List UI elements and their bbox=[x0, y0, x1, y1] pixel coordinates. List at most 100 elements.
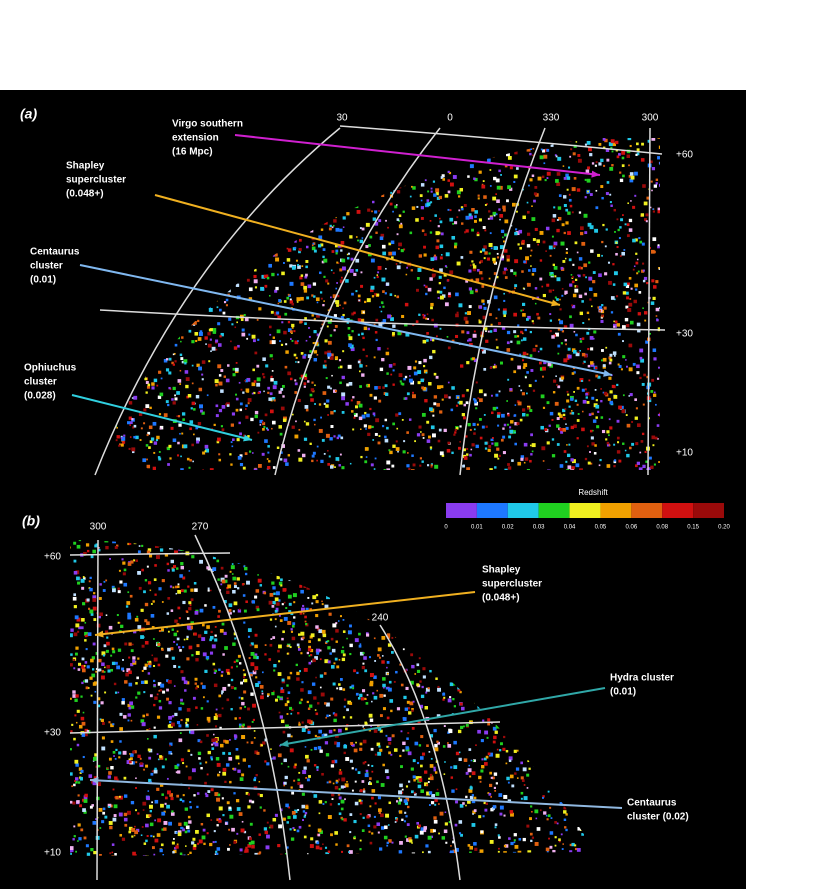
galaxy bbox=[477, 729, 481, 734]
galaxy bbox=[309, 442, 312, 445]
galaxy bbox=[565, 423, 567, 425]
galaxy bbox=[482, 815, 485, 818]
galaxy bbox=[581, 337, 585, 340]
galaxy bbox=[361, 689, 366, 693]
galaxy bbox=[532, 389, 536, 392]
galaxy bbox=[482, 302, 485, 306]
galaxy bbox=[524, 376, 527, 379]
galaxy bbox=[230, 441, 233, 444]
galaxy bbox=[129, 594, 133, 598]
galaxy bbox=[361, 227, 365, 231]
galaxy bbox=[519, 418, 523, 422]
galaxy bbox=[382, 290, 385, 293]
galaxy bbox=[103, 671, 106, 673]
galaxy bbox=[546, 441, 550, 445]
galaxy bbox=[527, 850, 532, 855]
galaxy bbox=[424, 706, 429, 710]
galaxy bbox=[561, 330, 565, 333]
galaxy bbox=[411, 726, 415, 730]
galaxy bbox=[197, 739, 201, 743]
galaxy bbox=[481, 425, 485, 429]
galaxy bbox=[226, 698, 230, 702]
galaxy bbox=[439, 295, 444, 300]
galaxy bbox=[269, 392, 273, 396]
galaxy bbox=[529, 152, 532, 156]
galaxy bbox=[331, 648, 336, 653]
galaxy bbox=[420, 206, 425, 210]
galaxy bbox=[136, 615, 139, 618]
galaxy bbox=[371, 295, 375, 298]
galaxy bbox=[390, 317, 394, 322]
galaxy bbox=[303, 289, 308, 293]
galaxy bbox=[248, 657, 251, 660]
galaxy bbox=[503, 249, 508, 253]
galaxy bbox=[158, 370, 162, 374]
galaxy bbox=[137, 812, 140, 815]
galaxy bbox=[647, 398, 652, 403]
galaxy bbox=[257, 793, 260, 796]
galaxy bbox=[226, 801, 230, 805]
galaxy bbox=[180, 758, 184, 762]
galaxy bbox=[268, 658, 272, 661]
galaxy bbox=[279, 340, 281, 343]
galaxy bbox=[570, 274, 573, 276]
galaxy bbox=[636, 461, 640, 465]
galaxy bbox=[71, 785, 73, 788]
galaxy bbox=[234, 326, 237, 329]
galaxy bbox=[225, 298, 229, 302]
galaxy bbox=[567, 354, 572, 359]
galaxy bbox=[590, 249, 594, 253]
galaxy bbox=[359, 693, 363, 698]
galaxy bbox=[330, 833, 333, 837]
galaxy bbox=[367, 432, 371, 437]
galaxy bbox=[568, 443, 571, 446]
galaxy bbox=[205, 655, 210, 660]
galaxy bbox=[313, 696, 317, 700]
galaxy bbox=[283, 300, 287, 303]
galaxy bbox=[496, 199, 500, 204]
galaxy bbox=[652, 237, 657, 242]
galaxy bbox=[333, 662, 336, 665]
galaxy bbox=[84, 622, 87, 624]
galaxy bbox=[463, 316, 468, 321]
galaxy bbox=[268, 600, 273, 605]
galaxy bbox=[412, 463, 416, 467]
galaxy bbox=[622, 442, 625, 445]
galaxy bbox=[276, 575, 280, 580]
galaxy bbox=[412, 391, 414, 394]
galaxy bbox=[355, 405, 359, 409]
galaxy bbox=[579, 337, 582, 340]
galaxy bbox=[305, 273, 308, 277]
galaxy bbox=[429, 446, 433, 449]
galaxy bbox=[399, 663, 402, 666]
galaxy bbox=[568, 258, 572, 262]
galaxy bbox=[86, 729, 90, 733]
galaxy bbox=[577, 154, 581, 157]
galaxy bbox=[174, 394, 176, 397]
galaxy bbox=[477, 197, 480, 200]
galaxy bbox=[436, 290, 440, 294]
galaxy bbox=[422, 675, 426, 679]
galaxy bbox=[316, 333, 320, 337]
galaxy bbox=[215, 348, 218, 351]
galaxy bbox=[310, 653, 313, 657]
galaxy bbox=[500, 256, 504, 261]
galaxy bbox=[575, 141, 578, 143]
galaxy bbox=[304, 405, 309, 409]
galaxy bbox=[134, 617, 139, 622]
galaxy bbox=[453, 740, 457, 745]
galaxy bbox=[659, 309, 660, 312]
galaxy bbox=[357, 239, 359, 242]
galaxy bbox=[118, 751, 122, 755]
galaxy bbox=[373, 468, 376, 470]
galaxy bbox=[639, 348, 644, 353]
galaxy bbox=[280, 406, 285, 411]
galaxy bbox=[253, 391, 256, 395]
galaxy bbox=[287, 815, 291, 820]
galaxy bbox=[105, 545, 109, 550]
galaxy bbox=[438, 275, 442, 279]
galaxy bbox=[432, 180, 436, 183]
galaxy bbox=[355, 269, 359, 272]
galaxy bbox=[540, 425, 544, 430]
galaxy bbox=[243, 830, 247, 834]
